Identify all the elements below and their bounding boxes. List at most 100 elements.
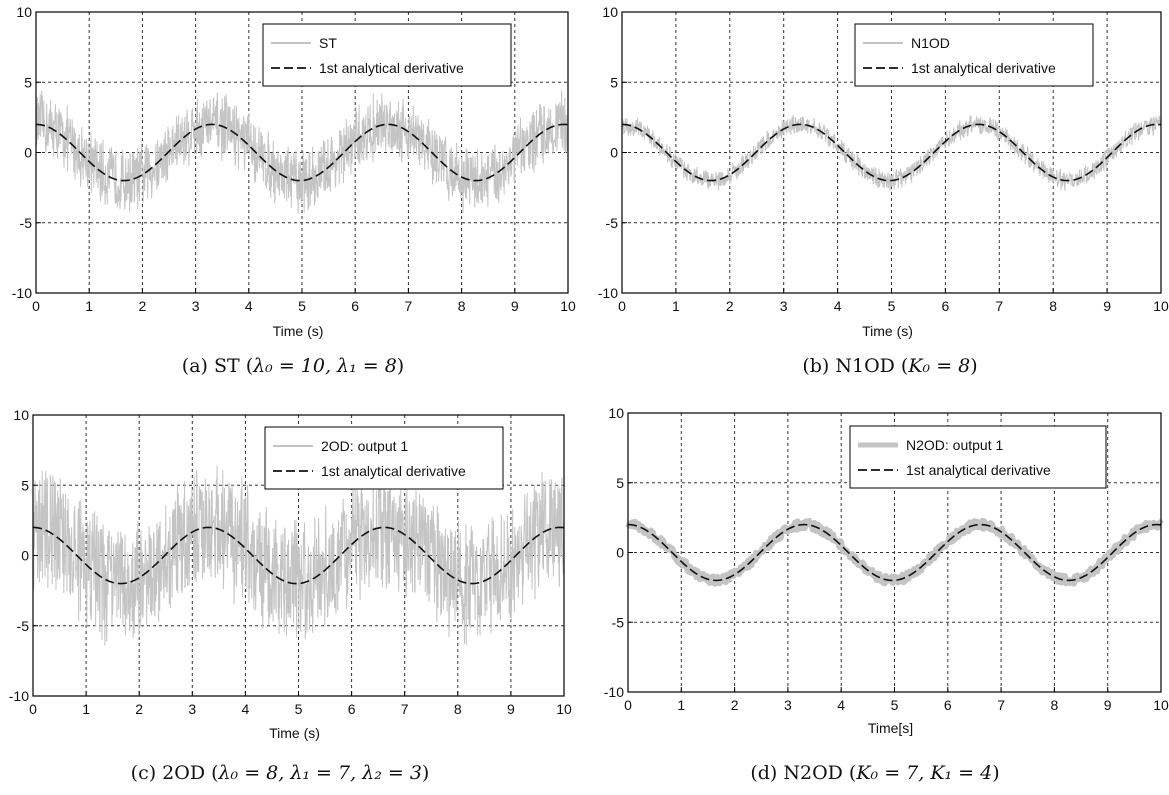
x-tick-label: 1: [672, 298, 680, 314]
caption-c-params: λ₀ = 8, λ₁ = 7, λ₂ = 3: [218, 762, 422, 784]
x-tick-label: 5: [298, 298, 306, 314]
chart-panel-a: 0 1 2 3 4 5 6 7 8 9 10 -10 -5 0 5 10 Time (s) ST 1st analy…: [0, 0, 585, 390]
x-tick-label: 1: [677, 697, 685, 713]
x-tick-label: 4: [834, 298, 842, 314]
series-analytical-c: [32, 526, 565, 585]
x-tick-label: 8: [1051, 697, 1059, 713]
x-axis-label: Time (s): [862, 323, 913, 339]
x-tick-label: 9: [1103, 298, 1111, 314]
series-thick-d: [625, 517, 1164, 587]
x-axis-label: Time (s): [269, 725, 320, 741]
y-tick-label: 10: [608, 405, 624, 421]
x-tick-label: 0: [618, 298, 626, 314]
caption-b-params: K₀ = 8: [908, 355, 971, 377]
y-tick-label: -5: [17, 618, 30, 634]
x-tick-label: 3: [192, 298, 200, 314]
legend-box: [849, 425, 1107, 489]
caption-a: (a) ST (λ₀ = 10, λ₁ = 8): [181, 355, 405, 377]
x-tick-label: 0: [29, 701, 37, 717]
y-tick-label: -5: [606, 215, 619, 231]
x-tick-label: 5: [295, 701, 303, 717]
x-tick-label: 10: [560, 298, 576, 314]
x-tick-label: 1: [82, 701, 90, 717]
x-tick-label: 10: [1153, 697, 1169, 713]
x-tick-label: 2: [135, 701, 143, 717]
y-tick-label: -10: [604, 684, 624, 700]
legend-d: N2OD: output 1 1st analytical derivative: [849, 425, 1107, 489]
y-tick-label: -10: [12, 285, 32, 301]
x-tick-label: 4: [242, 701, 250, 717]
chart-panel-c: 0 1 2 3 4 5 6 7 8 9 10 -10 -5 0 5 10 Time (s) 2OD: output…: [0, 400, 585, 795]
x-tick-label: 2: [139, 298, 147, 314]
legend-label-analytical: 1st analytical derivative: [321, 463, 466, 479]
caption-c-label: (c) 2OD: [130, 762, 206, 784]
chart-panel-d: 0 1 2 3 4 5 6 7 8 9 10 -10 -5 0 5 10 Time[s] N2OD: output…: [585, 400, 1169, 795]
series-noisy-a: [35, 90, 569, 214]
x-tick-label: 5: [891, 697, 899, 713]
chart-d-svg: 0 1 2 3 4 5 6 7 8 9 10 -10 -5 0 5 10 Time[s] N2OD: output…: [604, 405, 1169, 736]
caption-b: (b) N1OD (K₀ = 8): [802, 355, 978, 377]
caption-c: (c) 2OD (λ₀ = 8, λ₁ = 7, λ₂ = 3): [130, 762, 430, 784]
caption-b-label: (b) N1OD: [802, 355, 895, 377]
x-tick-label: 8: [454, 701, 462, 717]
y-tick-label: 5: [24, 74, 32, 90]
x-tick-label: 9: [1104, 697, 1112, 713]
series-analytical-b: [621, 123, 1162, 182]
x-tick-label: 7: [995, 298, 1003, 314]
y-tick-label: 10: [16, 4, 32, 20]
legend-label-analytical: 1st analytical derivative: [906, 462, 1051, 478]
series-analytical-a: [35, 123, 569, 182]
legend-label-noisy: 2OD: output 1: [321, 438, 408, 454]
legend-label-analytical: 1st analytical derivative: [319, 60, 464, 76]
x-tick-label: 3: [784, 697, 792, 713]
x-axis-label: Time[s]: [868, 720, 913, 736]
caption-d: (d) N2OD (K₀ = 7, K₁ = 4): [750, 762, 1000, 784]
chart-c-svg: 0 1 2 3 4 5 6 7 8 9 10 -10 -5 0 5 10 Time (s) 2OD: output…: [9, 407, 572, 741]
y-tick-label: 0: [21, 548, 29, 564]
x-tick-label: 7: [997, 697, 1005, 713]
chart-a-svg: 0 1 2 3 4 5 6 7 8 9 10 -10 -5 0 5 10 Time (s) ST 1st analy…: [12, 4, 576, 339]
x-tick-label: 2: [731, 697, 739, 713]
y-tick-label: -10: [598, 285, 618, 301]
chart-panel-b: 0 1 2 3 4 5 6 7 8 9 10 -10 -5 0 5 10 Time (s) N1OD 1st ana…: [585, 0, 1169, 390]
y-tick-label: 5: [610, 74, 618, 90]
x-tick-label: 8: [1049, 298, 1057, 314]
legend-label-analytical: 1st analytical derivative: [911, 60, 1056, 76]
y-tick-label: 5: [21, 477, 29, 493]
legend-label-noisy: N1OD: [911, 35, 950, 51]
x-tick-label: 10: [556, 701, 572, 717]
x-tick-label: 5: [888, 298, 896, 314]
x-tick-label: 8: [458, 298, 466, 314]
legend-b: N1OD 1st analytical derivative: [854, 23, 1094, 87]
caption-d-params: K₀ = 7, K₁ = 4: [856, 762, 993, 784]
y-tick-label: -5: [20, 215, 33, 231]
x-tick-label: 6: [351, 298, 359, 314]
chart-b-svg: 0 1 2 3 4 5 6 7 8 9 10 -10 -5 0 5 10 Time (s) N1OD 1st ana…: [598, 4, 1169, 339]
y-tick-label: 0: [616, 545, 624, 561]
x-tick-label: 7: [405, 298, 413, 314]
x-axis-label: Time (s): [273, 323, 324, 339]
x-tick-label: 1: [85, 298, 93, 314]
series-analytical-d: [627, 523, 1162, 582]
legend-label-noisy: N2OD: output 1: [906, 437, 1003, 453]
x-tick-label: 6: [348, 701, 356, 717]
caption-a-params: λ₀ = 10, λ₁ = 8: [253, 355, 397, 377]
legend-box: [264, 426, 504, 490]
x-tick-label: 6: [942, 298, 950, 314]
x-tick-label: 3: [188, 701, 196, 717]
y-tick-label: -10: [9, 688, 29, 704]
y-tick-label: 10: [13, 407, 29, 423]
x-tick-label: 9: [511, 298, 519, 314]
x-tick-label: 3: [780, 298, 788, 314]
y-tick-label: 0: [610, 145, 618, 161]
y-tick-label: 0: [24, 145, 32, 161]
caption-a-label: (a) ST: [181, 355, 240, 377]
legend-box: [262, 23, 512, 87]
x-tick-label: 10: [1153, 298, 1169, 314]
x-tick-label: 4: [245, 298, 253, 314]
legend-a: ST 1st analytical derivative: [262, 23, 512, 87]
x-tick-label: 0: [32, 298, 40, 314]
x-tick-label: 7: [401, 701, 409, 717]
y-tick-label: -5: [612, 614, 625, 630]
x-tick-label: 6: [944, 697, 952, 713]
